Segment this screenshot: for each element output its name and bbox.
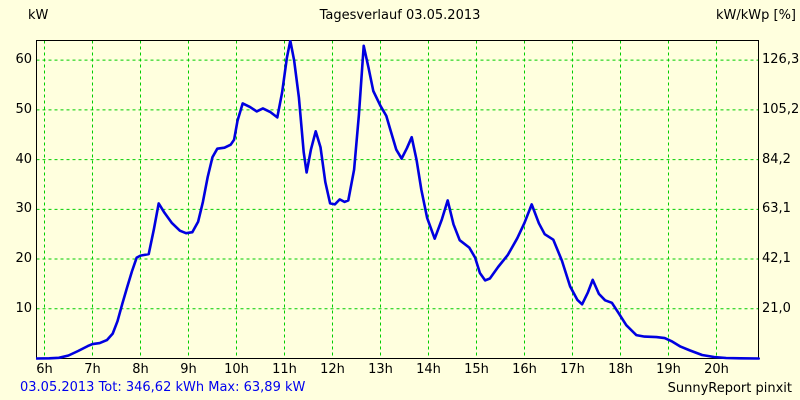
hour-tick-label: 11h — [272, 362, 297, 377]
daily-summary-text: 03.05.2013 Tot: 346,62 kWh Max: 63,89 kW — [20, 380, 306, 395]
right-axis-tick-label: 42,1 — [762, 251, 791, 267]
hour-tick-label: 6h — [36, 362, 53, 377]
hour-tick-label: 10h — [224, 362, 249, 377]
hour-tick-label: 18h — [608, 362, 633, 377]
hour-tick-label: 19h — [656, 362, 681, 377]
hour-tick-label: 17h — [560, 362, 585, 377]
hour-tick-label: 14h — [416, 362, 441, 377]
hour-tick-label: 8h — [132, 362, 149, 377]
left-axis-tick-label: 60 — [15, 52, 32, 68]
hour-tick-label: 12h — [320, 362, 345, 377]
left-axis-tick-label: 10 — [15, 300, 32, 316]
right-axis-tick-label: 105,2 — [762, 101, 800, 117]
right-axis-tick-label: 21,0 — [762, 300, 791, 316]
hour-tick-label: 7h — [84, 362, 101, 377]
plot-area — [35, 39, 761, 360]
hour-tick-label: 13h — [368, 362, 393, 377]
power-curve — [35, 39, 761, 360]
hour-tick-label: 20h — [704, 362, 729, 377]
chart-title: Tagesverlauf 03.05.2013 — [319, 8, 481, 23]
left-axis-tick-label: 20 — [15, 251, 32, 267]
hour-tick-label: 9h — [180, 362, 197, 377]
report-brand-text: SunnyReport pinxit — [667, 381, 792, 396]
line-chart-svg — [35, 39, 761, 360]
hour-tick-label: 15h — [464, 362, 489, 377]
left-axis-tick-label: 30 — [15, 201, 32, 217]
left-axis-tick-label: 50 — [15, 101, 32, 117]
right-axis-tick-label: 126,3 — [762, 52, 800, 68]
hour-tick-label: 16h — [512, 362, 537, 377]
right-axis-tick-label: 63,1 — [762, 201, 791, 217]
left-axis-unit-label: kW — [28, 8, 49, 23]
plot-border — [36, 40, 759, 359]
left-axis-tick-label: 40 — [15, 151, 32, 167]
right-axis-tick-label: 84,2 — [762, 151, 791, 167]
right-axis-unit-label: kW/kWp [%] — [715, 8, 796, 23]
